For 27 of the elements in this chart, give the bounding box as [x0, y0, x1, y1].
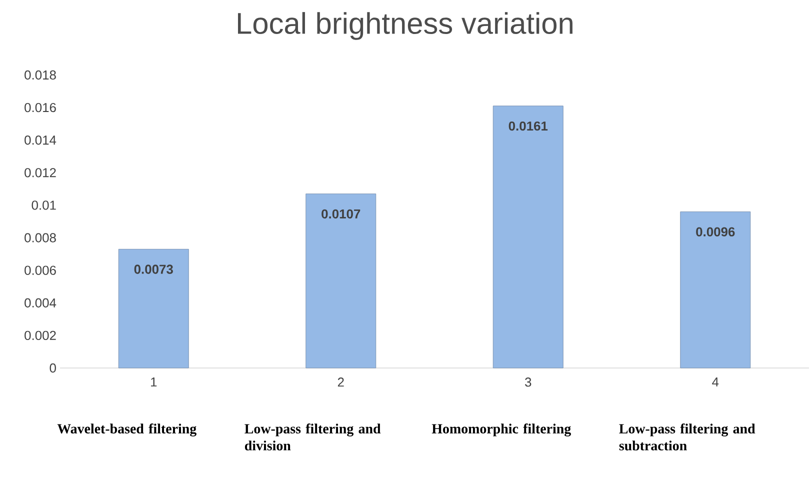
y-tick-label: 0.014	[24, 136, 56, 145]
chart-title: Local brightness variation	[238, 12, 572, 40]
data-label: 0.0073	[134, 264, 173, 274]
y-tick-label: 0.004	[24, 298, 56, 308]
x-tick-label: 4	[712, 378, 719, 386]
y-tick-label: 0.016	[24, 102, 56, 112]
y-tick-label: 0.018	[24, 70, 56, 80]
y-tick-label: 0.008	[24, 233, 56, 242]
y-tick-label: 0.002	[24, 330, 56, 340]
x-tick-label: 2	[338, 378, 344, 387]
text: Low-pass filtering and subtraction	[619, 424, 756, 450]
text: Homomorphic filtering	[432, 424, 571, 436]
data-label: 0.0107	[322, 209, 360, 219]
bar	[306, 194, 376, 368]
x-tick-label: 1	[151, 378, 157, 386]
x-tick-label: 3	[525, 378, 532, 387]
text: Wavelet-based filtering	[57, 424, 196, 436]
bar	[492, 106, 564, 368]
y-tick-label: 0.012	[24, 168, 56, 178]
bar	[680, 212, 751, 368]
text: Low-pass filtering and division	[244, 424, 381, 450]
y-tick-label: 0.01	[32, 200, 56, 210]
y-tick-label: 0.006	[24, 266, 56, 275]
data-label: 0.0096	[696, 227, 735, 236]
data-label: 0.0161	[508, 121, 548, 131]
y-tick-label: 0	[50, 363, 56, 373]
bar	[118, 248, 189, 368]
